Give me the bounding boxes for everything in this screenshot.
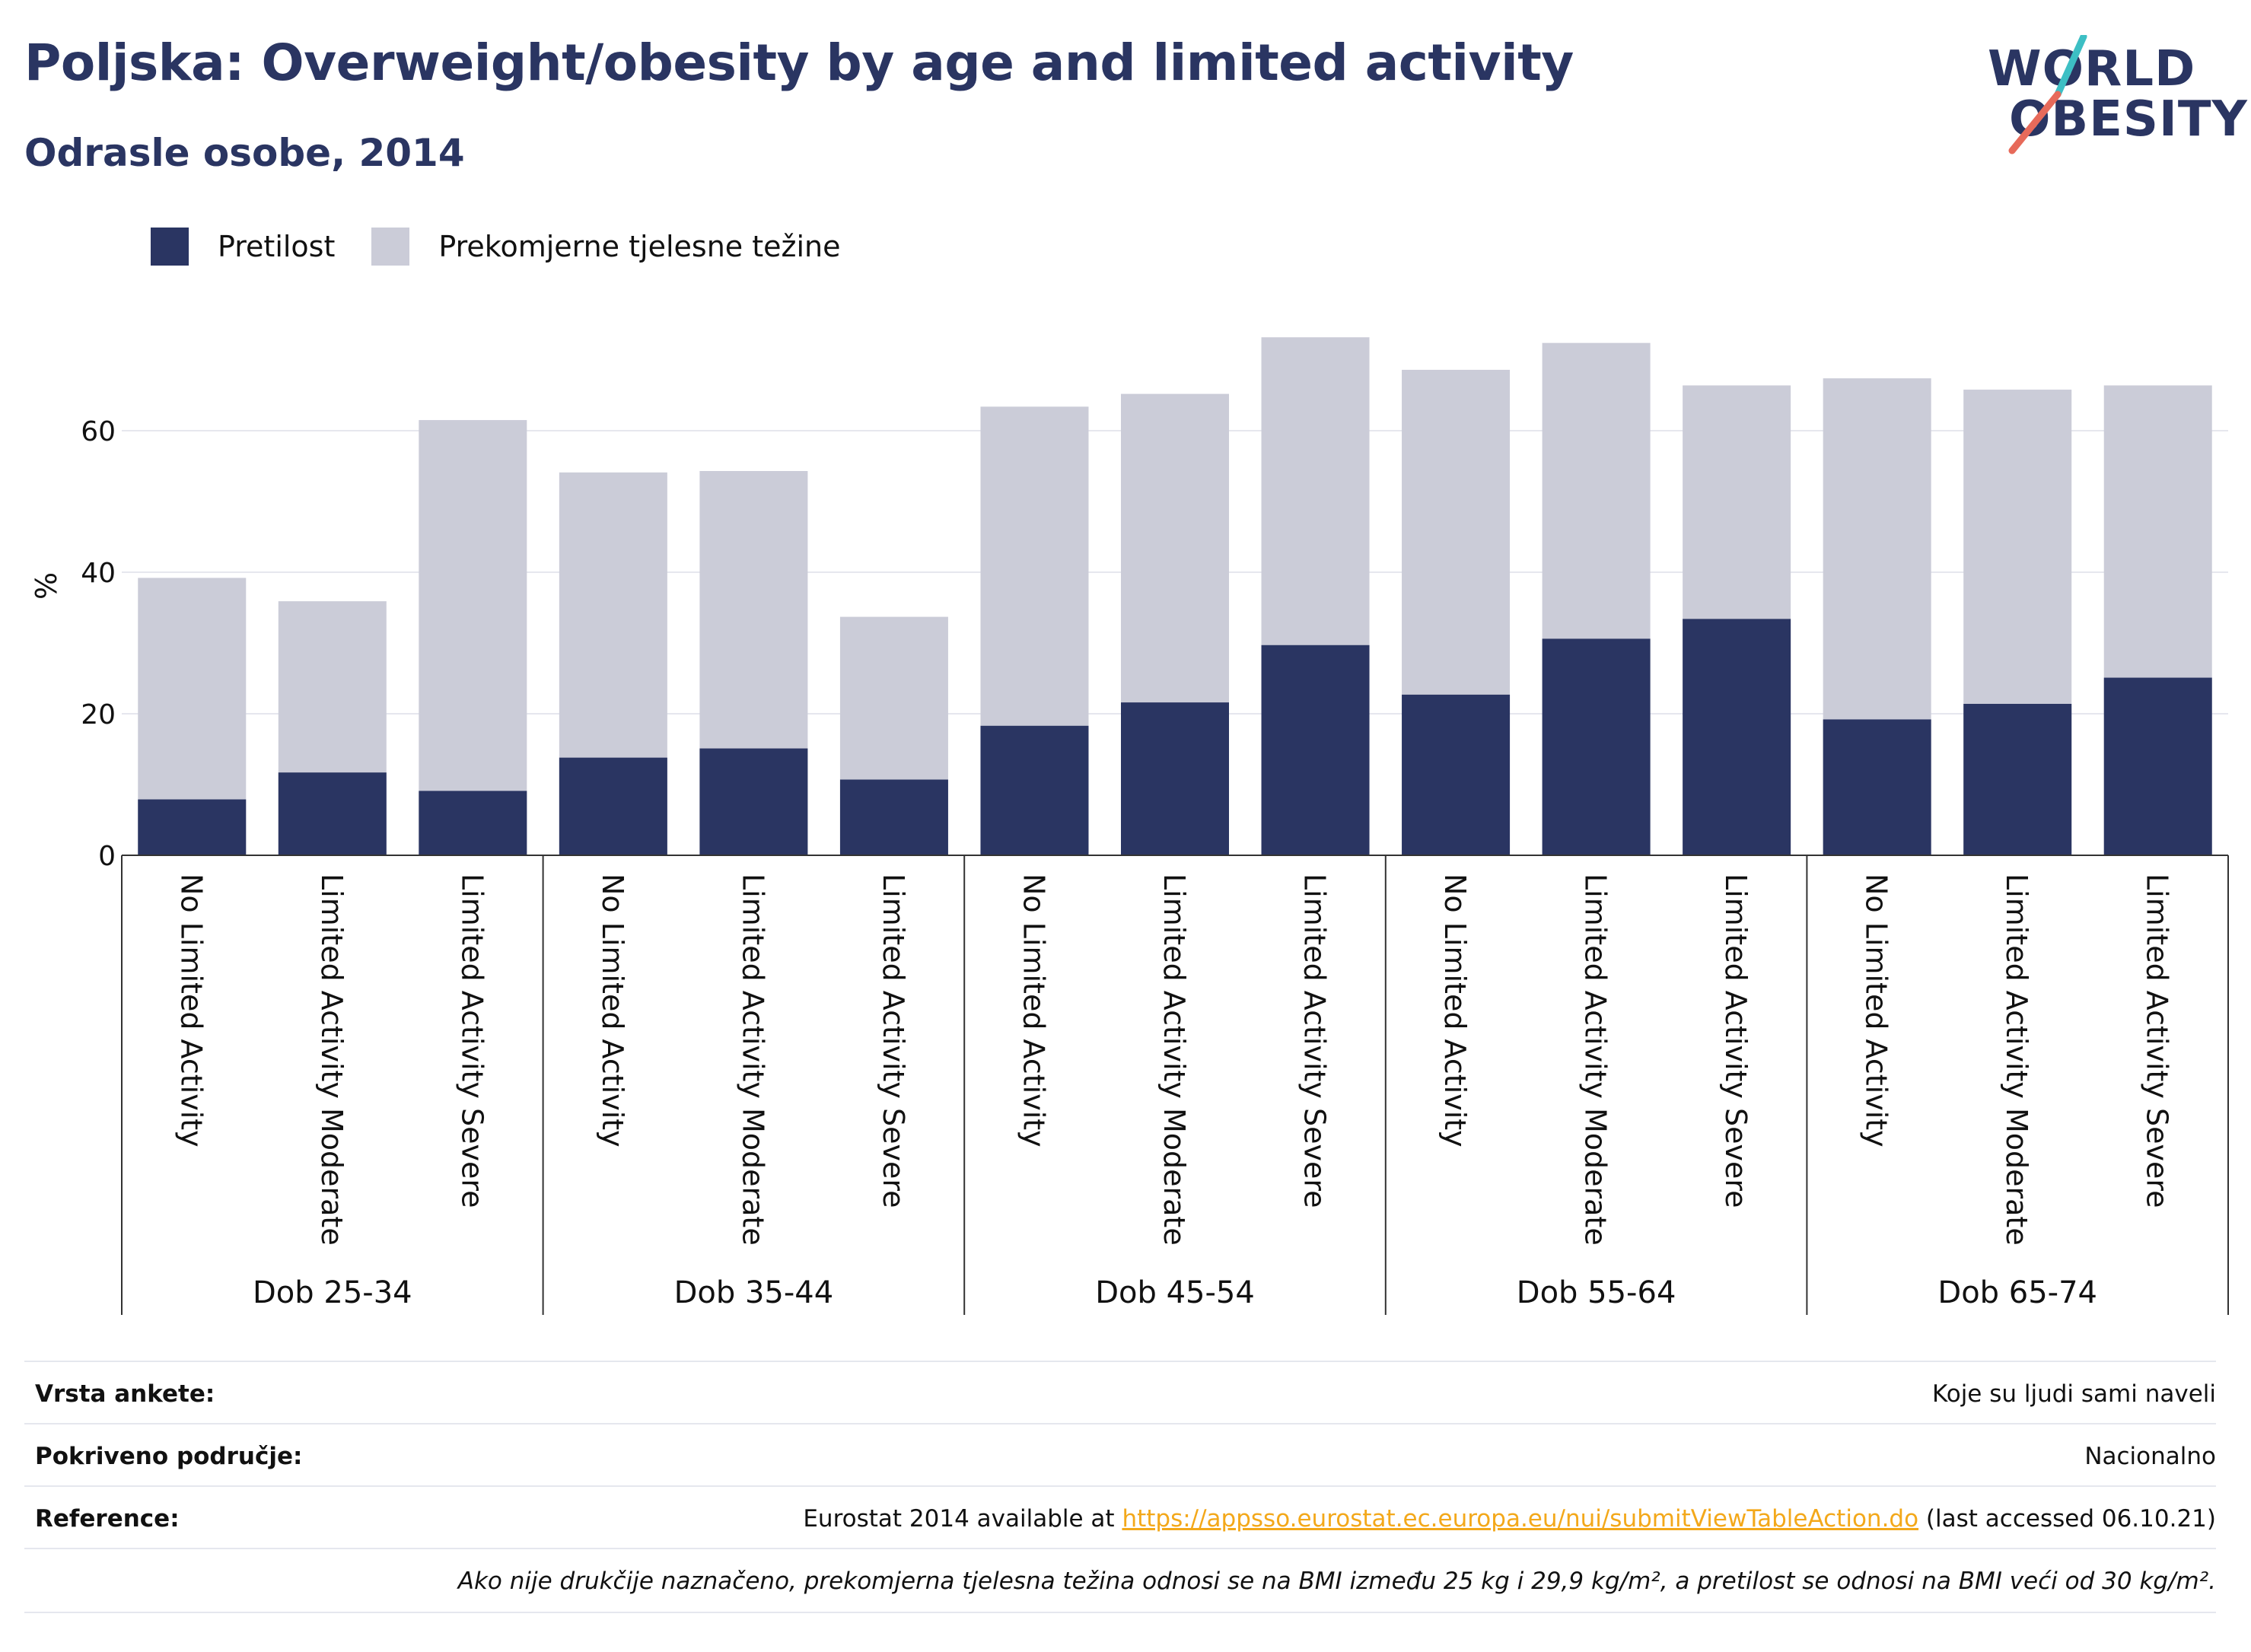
bar-obesity	[1402, 694, 1511, 855]
x-group-label: Dob 25-34	[253, 1275, 412, 1310]
bar-overweight	[419, 420, 527, 855]
y-tick-label: 60	[81, 416, 116, 447]
y-axis-label: %	[30, 572, 63, 600]
x-group-label: Dob 65-74	[1937, 1275, 2097, 1310]
bar-obesity	[980, 725, 1089, 855]
x-category-label: Limited Activity Moderate	[2000, 874, 2033, 1246]
reference-label: Reference:	[35, 1505, 180, 1533]
bar-obesity	[419, 791, 527, 855]
x-category-label: Limited Activity Severe	[2141, 874, 2174, 1208]
bmi-note: Ako nije drukčije naznačeno, prekomjerna…	[457, 1568, 2216, 1595]
x-category-label: Limited Activity Moderate	[1157, 874, 1191, 1246]
reference-value: Eurostat 2014 available at https://appss…	[803, 1505, 2216, 1533]
survey-type-label: Vrsta ankete:	[35, 1380, 215, 1408]
reference-suffix: (last accessed 06.10.21)	[1918, 1505, 2216, 1533]
world-obesity-logo: WORLD OBESITY	[1979, 35, 2247, 164]
x-group-label: Dob 35-44	[674, 1275, 834, 1310]
y-tick-label: 0	[98, 841, 116, 872]
page-subtitle: Odrasle osobe, 2014	[24, 131, 465, 175]
bar-obesity	[1542, 638, 1651, 855]
reference-prefix: Eurostat 2014 available at	[803, 1505, 1122, 1533]
y-tick-label: 20	[81, 699, 116, 731]
bar-chart: 0 20 40 60% No Limited Activity Limited Activ…	[30, 337, 2229, 1315]
logo-line-1: WORLD	[1988, 41, 2196, 97]
x-category-label: No Limited Activity	[1860, 874, 1893, 1147]
survey-type-value: Koje su ljudi sami naveli	[1931, 1380, 2216, 1408]
page-title: Poljska: Overweight/obesity by age and l…	[24, 33, 1574, 92]
reference-link[interactable]: https://appsso.eurostat.ec.europa.eu/nui…	[1122, 1505, 1919, 1533]
info-row-survey: Vrsta ankete: Koje su ljudi sami naveli	[24, 1361, 2216, 1424]
bar-obesity	[839, 779, 948, 855]
x-category-label: Limited Activity Severe	[877, 874, 910, 1208]
coverage-area-label: Pokriveno područje:	[35, 1443, 303, 1470]
bar-obesity	[1683, 619, 1791, 855]
logo-slash-icon	[2008, 35, 2087, 154]
bar-obesity	[1963, 703, 2072, 855]
legend-label-obesity: Pretilost	[218, 230, 336, 263]
info-row-area: Pokriveno područje: Nacionalno	[24, 1423, 2216, 1487]
x-category-label: No Limited Activity	[1017, 874, 1050, 1147]
bar-obesity	[2103, 677, 2212, 855]
legend-label-overweight: Prekomjerne tjelesne težine	[438, 230, 841, 263]
chart-legend: Pretilost Prekomjerne tjelesne težine	[151, 227, 877, 266]
x-category-label: No Limited Activity	[1438, 874, 1472, 1147]
x-category-label: Limited Activity Severe	[1298, 874, 1332, 1208]
x-category-label: Limited Activity Severe	[1719, 874, 1753, 1208]
bar-obesity	[559, 757, 667, 855]
bar-obesity	[699, 748, 808, 855]
x-category-label: Limited Activity Severe	[455, 874, 489, 1208]
x-category-label: Limited Activity Moderate	[736, 874, 769, 1246]
x-group-label: Dob 55-64	[1517, 1275, 1676, 1310]
legend-swatch-obesity	[151, 228, 189, 266]
x-category-label: Limited Activity Moderate	[1579, 874, 1613, 1246]
bar-obesity	[1121, 702, 1229, 855]
y-tick-label: 40	[81, 558, 116, 589]
info-row-reference: Reference: Eurostat 2014 available at ht…	[24, 1485, 2216, 1549]
coverage-area-value: Nacionalno	[2084, 1443, 2216, 1470]
info-row-note: Ako nije drukčije naznačeno, prekomjerna…	[24, 1548, 2216, 1613]
legend-swatch-overweight	[371, 228, 410, 266]
x-category-label: No Limited Activity	[174, 874, 208, 1147]
bar-obesity	[138, 799, 247, 855]
x-category-label: Limited Activity Moderate	[315, 874, 349, 1246]
bar-obesity	[1823, 719, 1931, 855]
x-group-label: Dob 45-54	[1095, 1275, 1255, 1310]
bar-obesity	[1261, 645, 1370, 855]
bar-obesity	[278, 772, 387, 855]
x-category-label: No Limited Activity	[596, 874, 629, 1147]
